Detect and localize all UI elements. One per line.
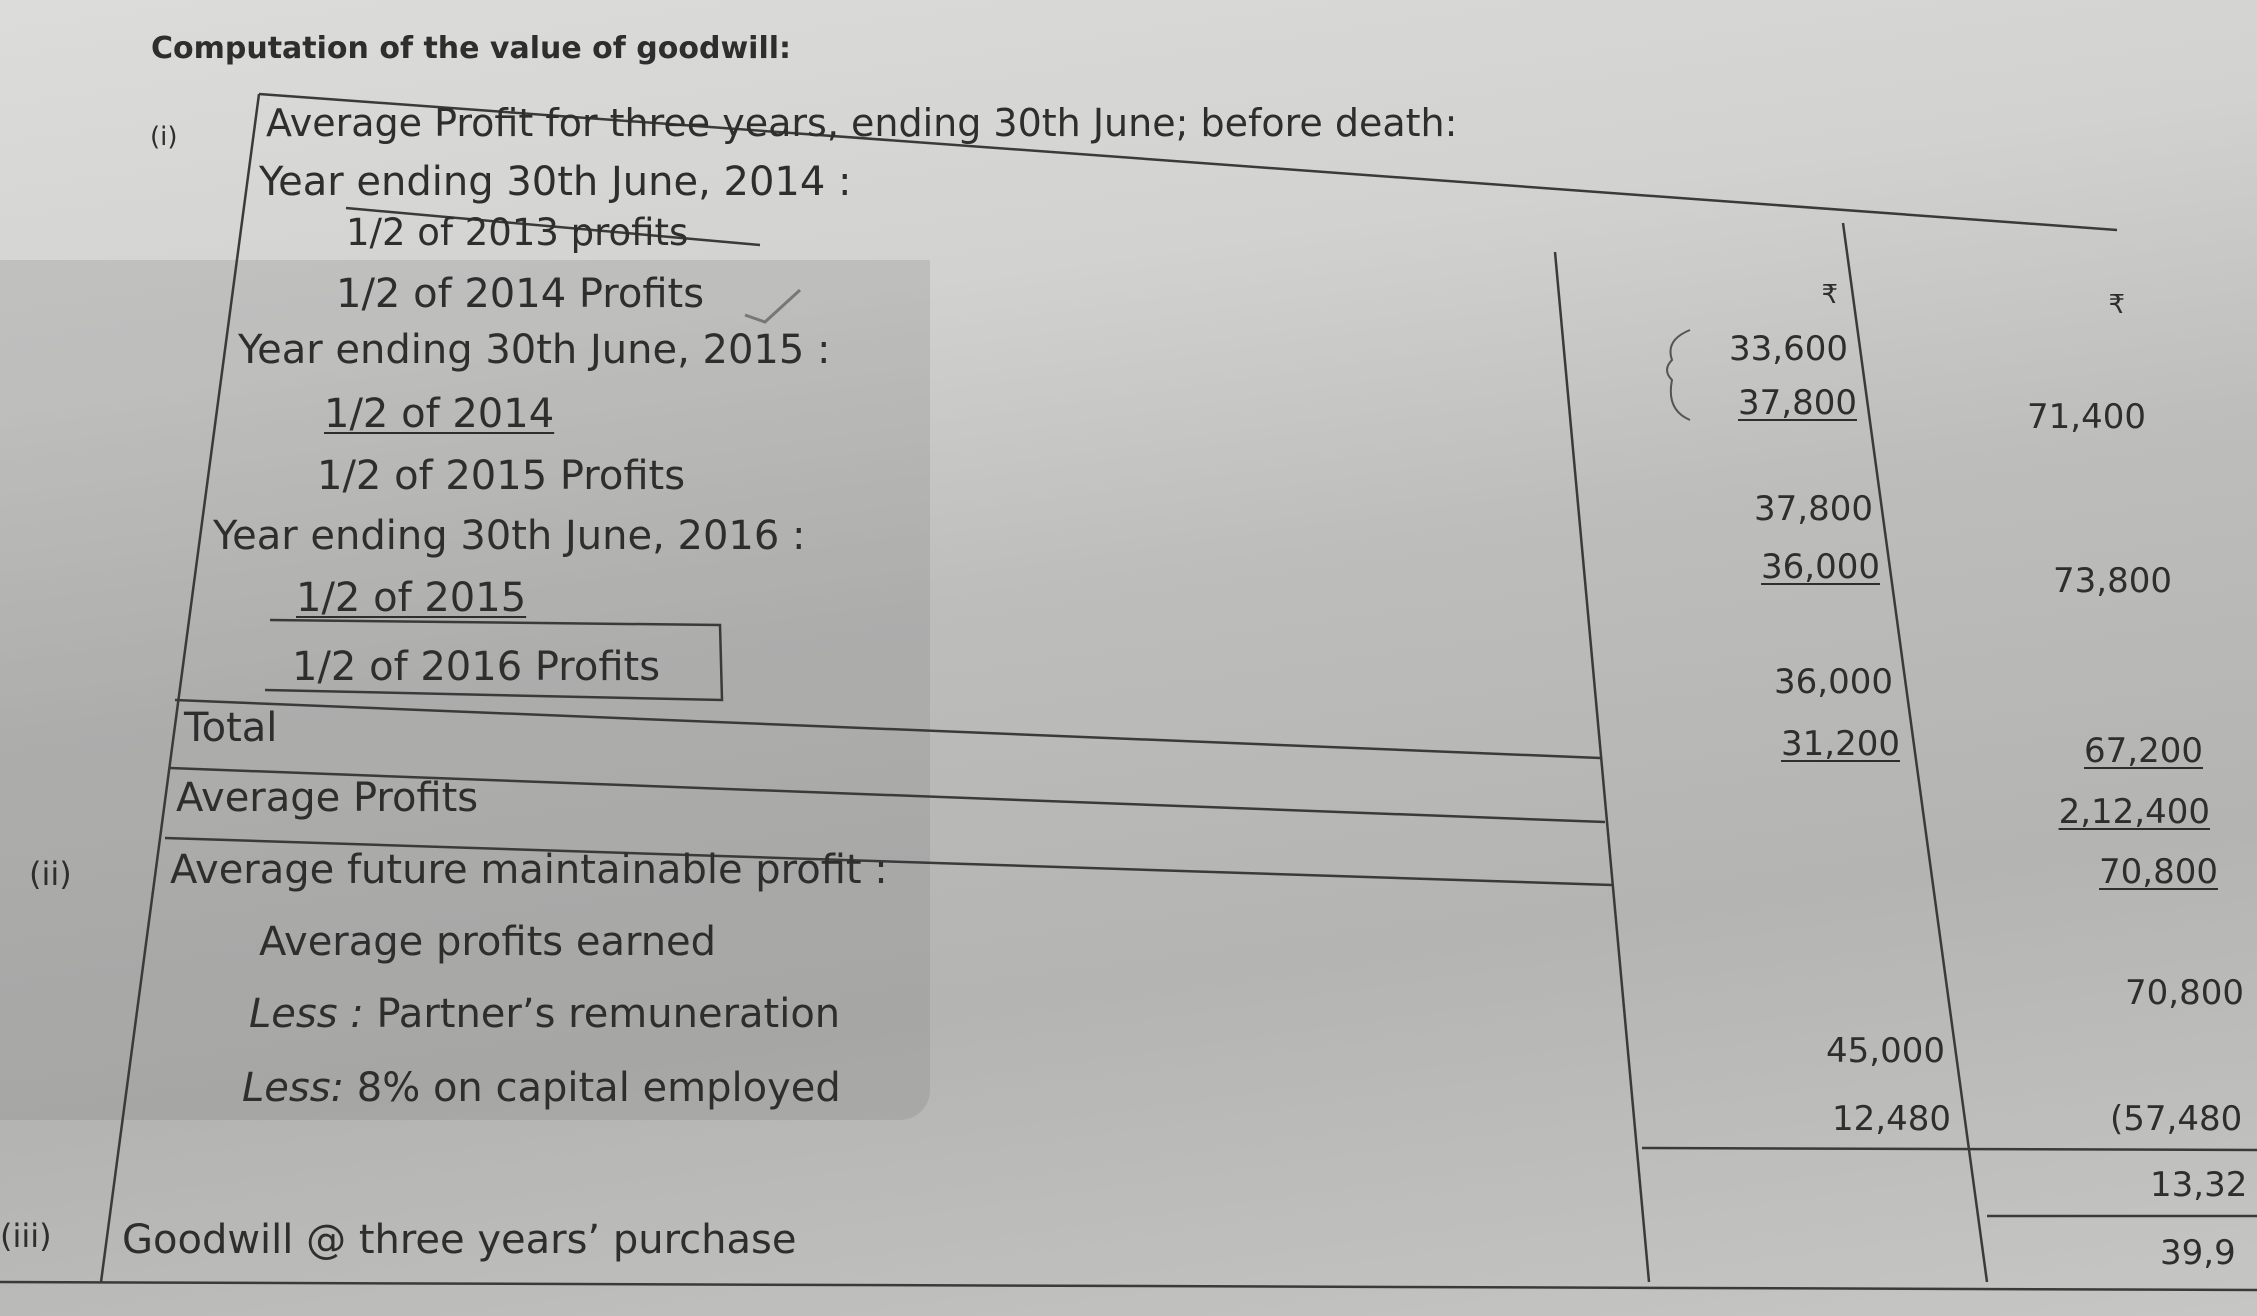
section-i-heading: Average Profit for three years, ending 3… (266, 101, 1458, 145)
less-capital-label: Less: 8% on capital employed (242, 1068, 841, 1108)
less-capital-text: 8% on capital employed (344, 1065, 841, 1111)
highlight-shade (0, 260, 930, 1120)
box-2016 (264, 618, 724, 702)
value-2014-v1: 33,600 (1729, 329, 1848, 369)
value-2014-total: 71,400 (2027, 397, 2146, 437)
earned-label: Average profits earned (259, 919, 717, 965)
year-2014-line1: 1/2 of 2013 profits (346, 211, 689, 254)
section-i-label: (i) (150, 122, 178, 152)
goodwill-label: Goodwill @ three years’ purchase (122, 1217, 797, 1263)
section-ii-label: (ii) (29, 855, 72, 893)
value-2015-v1: 37,800 (1754, 489, 1873, 529)
total-label: Total (184, 705, 278, 751)
section-ii-heading: Average future maintainable profit : (170, 847, 888, 893)
total-row-top (174, 698, 1601, 760)
year-2014-label: Year ending 30th June, 2014 : (259, 159, 852, 205)
value-remuneration: 45,000 (1826, 1031, 1945, 1071)
value-less-total: (57,480 (2110, 1099, 2243, 1139)
value-average: 70,800 (2099, 852, 2218, 892)
left-border (99, 93, 261, 1283)
box-2013 (345, 206, 761, 247)
value-2016-v2: 31,200 (1781, 724, 1900, 764)
value-2015-v2: 36,000 (1761, 547, 1880, 587)
less-prefix: Less : (249, 991, 364, 1037)
page-title: Computation of the value of goodwill: (151, 31, 792, 66)
year-2014-line2: 1/2 of 2014 Profits (336, 271, 705, 317)
year-2016-line1: 1/2 of 2015 (296, 575, 527, 621)
less-remuneration-text: Partner’s remuneration (363, 991, 841, 1037)
value-goodwill: 39,9 (2160, 1233, 2236, 1273)
value-earned: 70,800 (2125, 973, 2244, 1013)
less-remuneration-label: Less : Partner’s remuneration (249, 994, 840, 1034)
col-divider-2 (1841, 222, 1989, 1283)
section-iii-label: (iii) (0, 1217, 52, 1255)
year-2015-line2: 1/2 of 2015 Profits (317, 453, 686, 499)
less-prefix: Less: (242, 1065, 345, 1111)
average-row-top (169, 766, 1606, 824)
brace-icon (1666, 329, 1691, 421)
col-divider-1 (1553, 251, 1651, 1283)
average-profits-label: Average Profits (176, 775, 479, 821)
value-total: 2,12,400 (2058, 792, 2210, 832)
currency-header-col1: ₹ (1821, 280, 1838, 310)
tick-mark-icon (744, 288, 802, 324)
top-border (258, 92, 2118, 232)
year-2015-label: Year ending 30th June, 2015 : (238, 327, 831, 373)
year-2016-line2: 1/2 of 2016 Profits (292, 644, 661, 690)
value-2016-total: 67,200 (2084, 731, 2203, 771)
value-2014-v2: 37,800 (1738, 383, 1857, 423)
average-row-bottom (164, 836, 1613, 887)
value-2016-v1: 36,000 (1774, 662, 1893, 702)
year-2016-label: Year ending 30th June, 2016 : (213, 513, 806, 559)
currency-header-col2: ₹ (2108, 290, 2125, 320)
net-line (1641, 1146, 2257, 1152)
value-net: 13,32 (2150, 1165, 2248, 1205)
year-2015-line1: 1/2 of 2014 (324, 391, 555, 437)
bottom-border (0, 1280, 2257, 1292)
value-capital: 12,480 (1832, 1099, 1951, 1139)
value-2015-total: 73,800 (2053, 561, 2172, 601)
